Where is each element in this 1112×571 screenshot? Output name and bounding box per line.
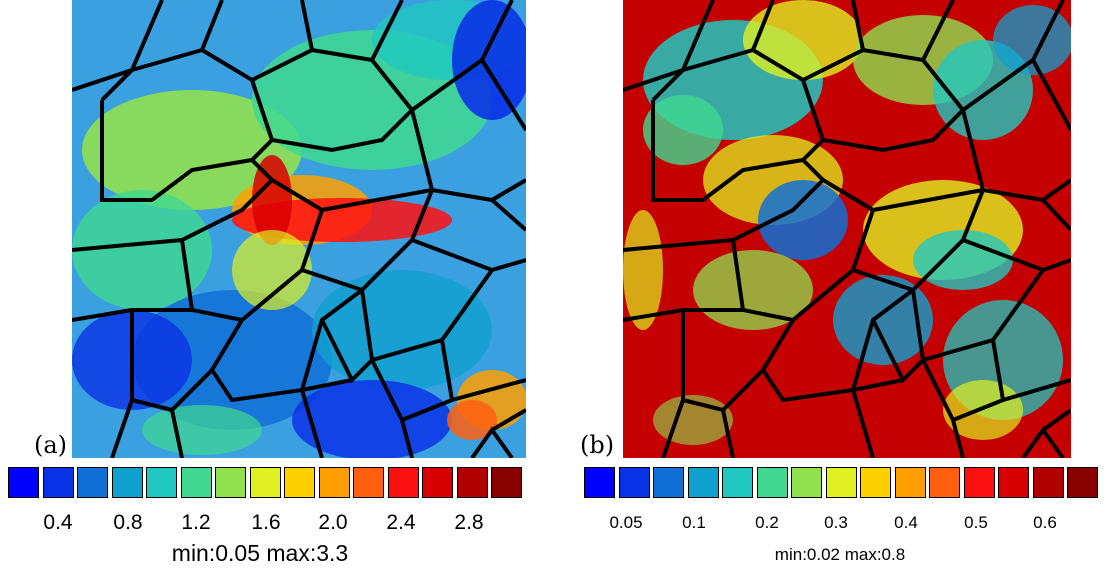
colorbar-swatch	[584, 467, 615, 498]
colorbar-swatch	[387, 467, 419, 498]
colorbar-swatch	[894, 467, 926, 498]
colorbar-swatch	[825, 467, 857, 498]
colorbar-swatch	[756, 467, 788, 498]
grain-map-b-svg	[623, 0, 1071, 458]
colorbar-swatch	[963, 467, 995, 498]
colorbar-swatch	[284, 467, 315, 498]
colorbar-a-tick: 2.8	[454, 511, 484, 534]
colorbar-a-range: min:0.05 max:3.3	[171, 540, 349, 566]
colorbar-b-tick: 0.6	[1033, 513, 1057, 532]
colorbar-b-tick: 0.1	[682, 513, 706, 532]
colorbar-swatch	[491, 467, 522, 498]
colorbar-b-tick: 0.5	[964, 513, 988, 532]
colorbar-swatch	[318, 467, 350, 498]
grain-boundaries-a	[72, 0, 526, 458]
colorbar-swatch	[215, 467, 246, 498]
colorbar-b-tick: 0.3	[824, 513, 848, 532]
colorbar-swatch	[860, 467, 891, 498]
colorbar-swatch	[929, 467, 960, 498]
field-blobs-a	[72, 0, 526, 458]
colorbar-swatch	[791, 467, 822, 498]
colorbar-swatch	[77, 467, 108, 498]
colorbar-a-tick: 2.4	[386, 511, 416, 534]
grain-map-a-svg	[72, 0, 526, 458]
colorbar-swatch	[180, 467, 212, 498]
grain-map-b	[623, 0, 1071, 458]
colorbar-swatch	[422, 467, 453, 498]
colorbar-swatch	[618, 467, 650, 498]
colorbar-swatch	[653, 467, 684, 498]
colorbar-a-tick: 0.4	[43, 511, 73, 534]
colorbar-swatch	[687, 467, 719, 498]
colorbar-b-range: min:0.02 max:0.8	[774, 545, 906, 564]
colorbar-b-tick: 0.4	[894, 513, 918, 532]
colorbar-swatch	[998, 467, 1029, 498]
colorbar-swatch	[111, 467, 143, 498]
colorbar-swatch	[146, 467, 177, 498]
colorbar-a-tick: 2.0	[318, 511, 348, 534]
colorbar-swatch	[249, 467, 281, 498]
colorbar-a-tick: 0.8	[113, 511, 143, 534]
panel-label-a: (a)	[32, 431, 70, 459]
colorbar-swatch	[1032, 467, 1064, 498]
grain-map-a	[72, 0, 526, 458]
colorbar-swatch	[42, 467, 74, 498]
colorbar-b-tick: 0.05	[609, 513, 643, 532]
panel-label-b: (b)	[578, 431, 617, 459]
colorbar-a-tick: 1.2	[181, 511, 211, 534]
grain-boundaries-b	[623, 0, 1071, 458]
colorbar-swatch	[8, 467, 39, 498]
colorbar-b-tick: 0.2	[755, 513, 779, 532]
colorbar-a-tick: 1.6	[251, 511, 281, 534]
colorbar-swatch	[1067, 467, 1098, 498]
colorbar-swatch	[353, 467, 384, 498]
colorbar-swatch	[456, 467, 488, 498]
colorbar-swatch	[722, 467, 753, 498]
